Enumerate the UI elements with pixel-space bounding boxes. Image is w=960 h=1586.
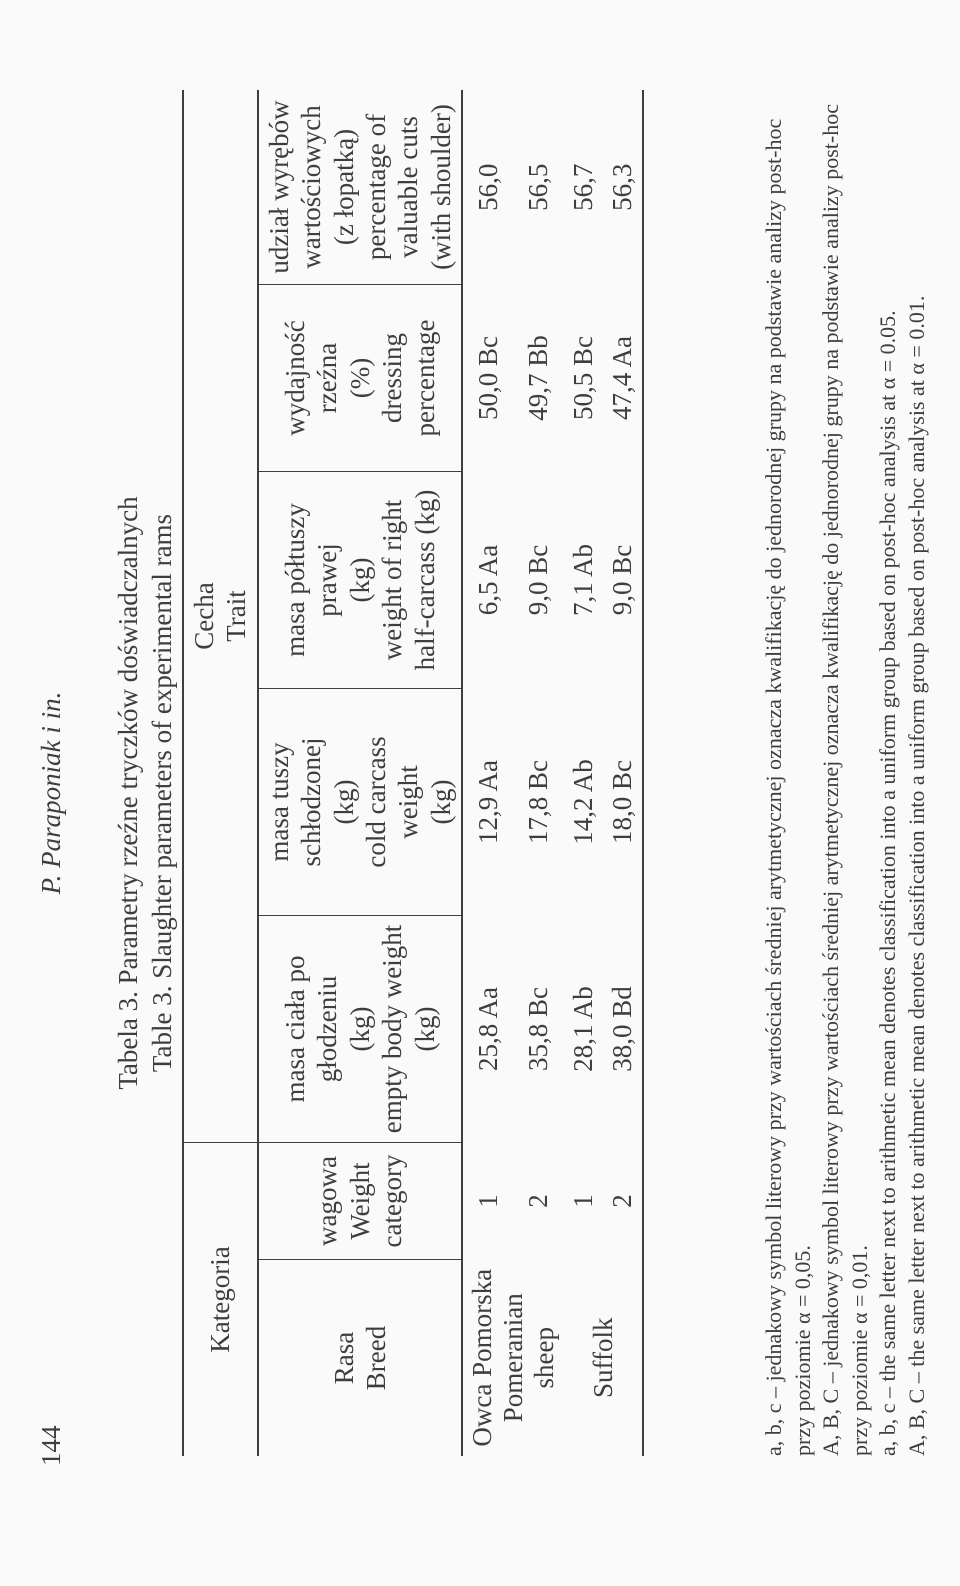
cell-c5: 56,7 (564, 90, 603, 285)
header-weight-category: wagowa Weight category (258, 1143, 462, 1260)
footnote-2: A, B, C – jednakowy symbol literowy przy… (817, 90, 874, 1456)
h-c4-en2: percentage (410, 320, 440, 437)
cell-c2: 14,2 Ab (564, 689, 603, 916)
header-breed: Rasa Breed (258, 1260, 462, 1457)
h-c2-en1: cold carcass weight (361, 736, 423, 867)
header-breed-en: Breed (361, 1326, 391, 1390)
header-cecha-trait: Cecha Trait (183, 90, 258, 1143)
caption-line-2: Table 3. Slaughter parameters of experim… (147, 514, 177, 1072)
cell-c2: 18,0 Bc (603, 689, 643, 916)
h-c4-pl2: (%) (345, 358, 375, 398)
h-c5-en2: (with shoulder) (426, 104, 456, 270)
cell-wc: 1 (564, 1143, 603, 1260)
footnotes: a, b, c – jednakowy symbol literowy przy… (760, 90, 932, 1456)
running-head: P. Paraponiak i in. (36, 0, 67, 1586)
caption-line-1: Tabela 3. Parametry rzeźne tryczków dośw… (113, 496, 143, 1089)
header-cecha: Cecha (189, 582, 219, 649)
slaughter-table: Kategoria Cecha Trait Rasa Breed (182, 90, 644, 1456)
footnote-1: a, b, c – jednakowy symbol literowy przy… (760, 90, 817, 1456)
header-col4: wydajność rzeźna (%) dressing percentage (258, 285, 462, 472)
cell-c3: 7,1 Ab (564, 472, 603, 689)
cell-c1: 38,0 Bd (603, 916, 643, 1143)
h-c1-pl1: masa ciała po głodzeniu (280, 956, 342, 1103)
header-kategoria: Kategoria (183, 1143, 258, 1457)
breed-cell: Suffolk (564, 1260, 643, 1457)
cell-c3: 9,0 Bc (603, 472, 643, 689)
h-c3-en1: weight of right (377, 500, 407, 660)
h-c4-pl1: wydajność rzeźna (280, 320, 342, 435)
breed-cell: Owca Pomorska Pomeranian sheep (462, 1260, 564, 1457)
table-container: Kategoria Cecha Trait Rasa Breed (182, 90, 644, 1456)
h-c5-en1: percentage of valuable cuts (361, 114, 423, 260)
h-c3-en2: half-carcass (kg) (410, 490, 440, 671)
page: 144 P. Paraponiak i in. Tabela 3. Parame… (0, 0, 960, 1586)
h-c3-pl1: masa półtuszy prawej (280, 503, 342, 657)
h-wc-en2: category (377, 1155, 407, 1248)
cell-c1: 25,8 Aa (462, 916, 514, 1143)
cell-c5: 56,5 (514, 90, 564, 285)
breed1-line2: Pomeranian sheep (498, 1293, 559, 1422)
h-c1-pl2: (kg) (345, 1007, 375, 1052)
h-c1-en2: (kg) (410, 1007, 440, 1052)
table-caption: Tabela 3. Parametry rzeźne tryczków dośw… (112, 0, 180, 1586)
h-wc-en1: Weight (345, 1162, 375, 1239)
footnote-3: a, b, c – the same letter next to arithm… (874, 90, 903, 1456)
cell-c4: 50,0 Bc (462, 285, 514, 472)
h-c5-pl1: udział wyrębów wartościowych (264, 100, 326, 273)
breed2-line1: Suffolk (588, 1318, 618, 1399)
header-trait: Trait (221, 590, 251, 642)
cell-c1: 35,8 Bc (514, 916, 564, 1143)
cell-c4: 50,5 Bc (564, 285, 603, 472)
h-c2-en2: (kg) (426, 780, 456, 825)
h-c4-en1: dressing (377, 333, 407, 423)
cell-c2: 17,8 Bc (514, 689, 564, 916)
cell-c4: 47,4 Aa (603, 285, 643, 472)
h-c2-pl1: masa tuszy schłodzonej (264, 738, 326, 867)
header-col1: masa ciała po głodzeniu (kg) empty body … (258, 916, 462, 1143)
cell-c5: 56,0 (462, 90, 514, 285)
cell-c4: 49,7 Bb (514, 285, 564, 472)
cell-c2: 12,9 Aa (462, 689, 514, 916)
rotated-layer: 144 P. Paraponiak i in. Tabela 3. Parame… (0, 0, 960, 1586)
content-inner: 144 P. Paraponiak i in. Tabela 3. Parame… (0, 0, 960, 1586)
cell-c3: 6,5 Aa (462, 472, 514, 689)
h-c5-pl2: (z łopatką) (329, 129, 359, 245)
cell-wc: 1 (462, 1143, 514, 1260)
cell-c3: 9,0 Bc (514, 472, 564, 689)
header-col2: masa tuszy schłodzonej (kg) cold carcass… (258, 689, 462, 916)
footnote-4: A, B, C – the same letter next to arithm… (903, 90, 932, 1456)
header-rasa: Rasa (329, 1332, 359, 1384)
breed1-line1: Owca Pomorska (467, 1269, 497, 1447)
h-c1-en1: empty body weight (377, 925, 407, 1133)
header-col3: masa półtuszy prawej (kg) weight of righ… (258, 472, 462, 689)
cell-c5: 56,3 (603, 90, 643, 285)
cell-wc: 2 (603, 1143, 643, 1260)
h-wc-pl: wagowa (312, 1156, 342, 1246)
cell-c1: 28,1 Ab (564, 916, 603, 1143)
cell-wc: 2 (514, 1143, 564, 1260)
h-c3-pl2: (kg) (345, 558, 375, 603)
h-c2-pl2: (kg) (329, 780, 359, 825)
header-col5: udział wyrębów wartościowych (z łopatką)… (258, 90, 462, 285)
